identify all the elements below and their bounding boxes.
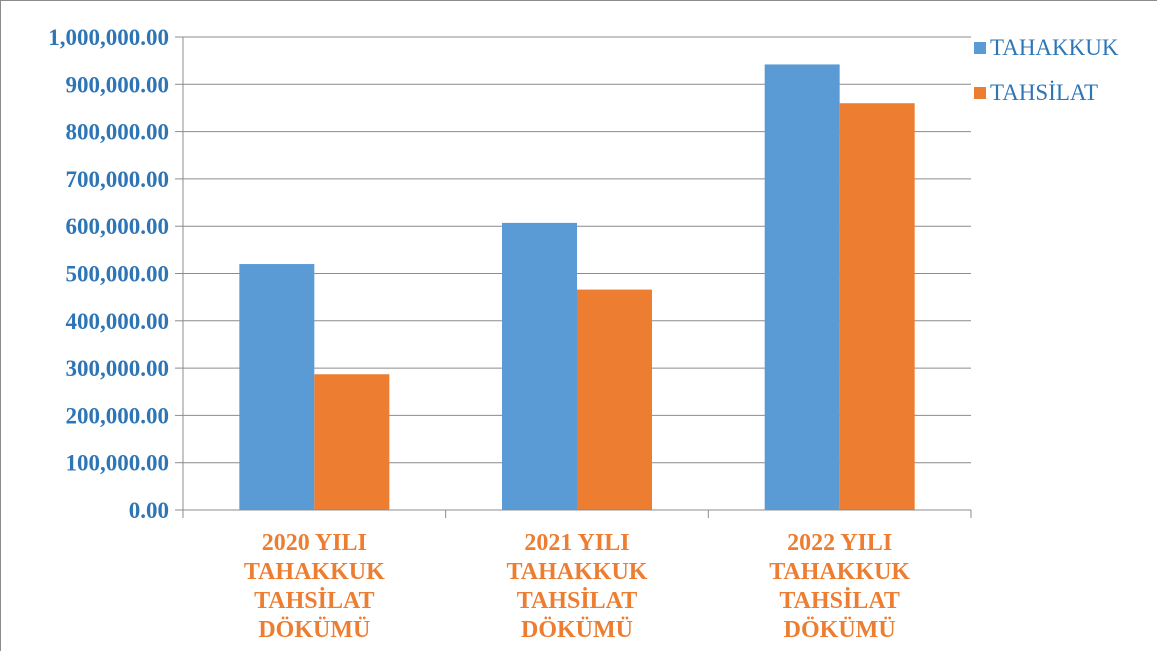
x-tick-label: TAHAKKUK [507, 559, 648, 585]
y-tick-labels: 0.00 100,000.00 200,000.00 300,000.00 400,00… [48, 25, 169, 523]
y-tick-label: 800,000.00 [66, 120, 170, 145]
y-tick-label: 700,000.00 [66, 167, 170, 192]
y-tick-label: 1,000,000.00 [48, 25, 169, 50]
legend: TAHAKKUK TAHSİLAT [974, 35, 1119, 105]
y-tick-label: 400,000.00 [66, 309, 170, 334]
x-tick-label: DÖKÜMÜ [784, 617, 896, 643]
bar-tahsi̇lat-2 [839, 103, 915, 510]
legend-swatch-0 [974, 42, 986, 54]
legend-label-1: TAHSİLAT [990, 80, 1098, 105]
axes [175, 36, 972, 518]
y-tick-label: 0.00 [129, 498, 169, 523]
x-tick-label: TAHSİLAT [779, 588, 899, 614]
x-tick-label: TAHAKKUK [769, 559, 910, 585]
x-tick-label: TAHSİLAT [254, 588, 374, 614]
bar-tahsi̇lat-1 [577, 289, 652, 510]
y-tick-label: 100,000.00 [66, 451, 170, 476]
legend-label-0: TAHAKKUK [990, 35, 1119, 60]
x-tick-label: 2020 YILI [262, 530, 367, 556]
x-tick-label: DÖKÜMÜ [258, 617, 370, 643]
x-tick-labels: 2020 YILI TAHAKKUK TAHSİLAT DÖKÜMÜ 2021 YILI… [244, 530, 911, 643]
bar-tahakkuk-0 [239, 264, 315, 510]
legend-swatch-1 [974, 87, 986, 99]
bar-tahsi̇lat-0 [314, 374, 390, 510]
y-tick-label: 300,000.00 [66, 356, 170, 381]
y-tick-label: 500,000.00 [66, 262, 170, 287]
x-tick-label: TAHAKKUK [244, 559, 385, 585]
x-tick-label: 2021 YILI [524, 530, 629, 556]
y-tick-label: 200,000.00 [66, 403, 170, 428]
bars [239, 64, 915, 511]
y-tick-label: 900,000.00 [66, 72, 170, 97]
x-tick-label: TAHSİLAT [517, 588, 637, 614]
bar-tahakkuk-1 [502, 222, 577, 510]
x-tick-label: 2022 YILI [787, 530, 892, 556]
bar-tahakkuk-2 [764, 64, 840, 511]
y-tick-label: 600,000.00 [66, 214, 170, 239]
x-tick-label: DÖKÜMÜ [521, 617, 633, 643]
